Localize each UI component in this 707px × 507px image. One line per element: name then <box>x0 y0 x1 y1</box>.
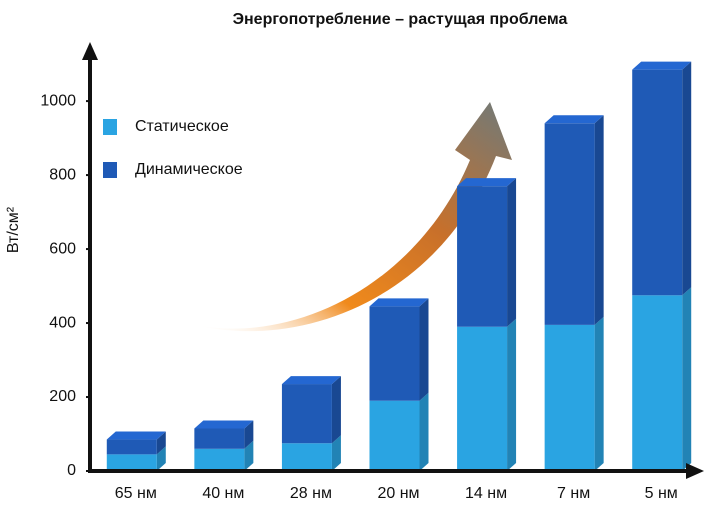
legend-label: Динамическое <box>135 161 243 178</box>
y-tick-label: 800 <box>49 166 76 183</box>
bar-side <box>682 61 692 296</box>
x-axis-arrow <box>686 463 704 479</box>
legend-label: Статическое <box>135 118 229 135</box>
y-tick-label: 200 <box>49 388 76 405</box>
bar <box>281 384 332 444</box>
legend-swatch <box>103 162 117 178</box>
bar-top <box>544 115 604 124</box>
bar-top <box>457 178 517 187</box>
x-tick-label: 40 нм <box>202 485 244 502</box>
bar <box>632 69 683 296</box>
bar-side <box>244 420 254 449</box>
bar-side <box>594 115 604 325</box>
bar <box>544 324 595 471</box>
bar-side <box>419 298 429 401</box>
bar <box>106 439 157 455</box>
legend-swatch <box>103 119 117 135</box>
trend-arrow <box>195 102 512 332</box>
bar-side <box>682 287 692 471</box>
bar-top <box>281 376 341 385</box>
bar <box>457 186 508 327</box>
bar-side <box>419 392 429 471</box>
y-tick-label: 400 <box>49 314 76 331</box>
bar <box>106 454 157 471</box>
chart-title: Энергопотребление – растущая проблема <box>233 11 568 28</box>
bar <box>632 295 683 471</box>
bar <box>544 123 595 325</box>
bar-top <box>369 298 429 307</box>
x-tick-label: 65 нм <box>115 485 157 502</box>
x-tick-label: 20 нм <box>377 485 419 502</box>
bar <box>194 448 245 471</box>
bar-side <box>156 431 166 455</box>
y-axis-label: Вт/см² <box>5 206 22 253</box>
bar-side <box>507 318 517 471</box>
y-axis-arrow <box>82 42 98 60</box>
x-tick-label: 28 нм <box>290 485 332 502</box>
axes <box>82 42 704 479</box>
bar <box>369 400 420 471</box>
bar-side <box>507 178 517 327</box>
bar <box>369 306 420 401</box>
bar-side <box>244 440 254 471</box>
y-tick-label: 600 <box>49 240 76 257</box>
bar-top <box>194 420 254 429</box>
bar <box>457 326 508 471</box>
bar <box>194 428 245 449</box>
y-tick-label: 1000 <box>40 92 76 109</box>
x-tick-label: 7 нм <box>557 485 590 502</box>
bar-side <box>594 316 604 471</box>
bar-top <box>106 431 166 440</box>
x-tick-label: 14 нм <box>465 485 507 502</box>
x-tick-label: 5 нм <box>645 485 678 502</box>
bar-side <box>331 435 341 471</box>
bar-side <box>156 446 166 471</box>
bar <box>281 443 332 471</box>
bar-top <box>632 61 692 70</box>
bar-side <box>331 376 341 444</box>
y-tick-label: 0 <box>67 462 76 479</box>
